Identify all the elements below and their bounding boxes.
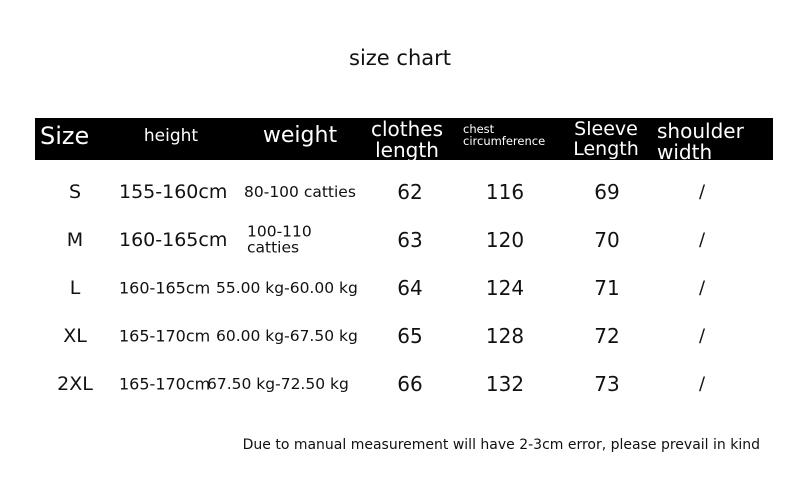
table-cell: /	[698, 229, 706, 251]
table-header: Size height weight clothes length chest circ…	[35, 118, 773, 160]
table-cell: 160-165cm	[119, 278, 211, 298]
table-cell: 155-160cm	[119, 181, 228, 203]
table-cell: /	[698, 325, 706, 347]
table-cell: 60.00 kg-67.50 kg	[216, 326, 358, 345]
header-cell: shoulder width	[657, 119, 744, 161]
header-cell: chest circumference	[463, 122, 546, 149]
table-cell: 62	[397, 180, 423, 204]
table-cell: L	[69, 277, 81, 299]
header-cell: Sleeve Length	[573, 118, 639, 160]
table-cell: 132	[485, 372, 525, 396]
table-cell: /	[698, 181, 706, 203]
table-cell: 128	[485, 324, 525, 348]
table-cell: 70	[594, 228, 620, 252]
header-cell: Size	[40, 122, 90, 150]
header-cell: weight	[262, 123, 338, 148]
table-cell: M	[66, 229, 84, 251]
table-cell: 160-165cm	[119, 229, 228, 251]
header-cell: clothes length	[370, 118, 444, 161]
table-cell: 66	[397, 372, 423, 396]
note: Due to manual measurement will have 2-3c…	[242, 437, 760, 453]
table-cell: 55.00 kg-60.00 kg	[216, 278, 358, 297]
header-cell: height	[143, 126, 199, 146]
table-cell: 64	[397, 276, 423, 300]
table-cell: 2XL	[57, 373, 93, 395]
table-cell: 69	[594, 180, 620, 204]
table-cell: S	[68, 181, 82, 203]
table-cell: /	[698, 277, 706, 299]
table-cell: 80-100 catties	[244, 182, 356, 201]
table-cell: 72	[594, 324, 620, 348]
table-cell: 73	[594, 372, 620, 396]
table-cell: 165-170cm	[119, 374, 211, 394]
table-cell: XL	[63, 325, 87, 347]
table-cell: 100-110 catties	[247, 222, 312, 257]
table-cell: /	[698, 373, 706, 395]
table-cell: 67.50 kg-72.50 kg	[207, 374, 349, 393]
table-cell: 71	[594, 276, 620, 300]
table-cell: 120	[485, 228, 525, 252]
table-cell: 65	[397, 324, 423, 348]
table-cell: 124	[485, 276, 525, 300]
table-cell: 116	[485, 180, 525, 204]
table-cell: 63	[397, 228, 423, 252]
table-cell: 165-170cm	[119, 326, 211, 346]
title: size chart	[349, 46, 451, 70]
